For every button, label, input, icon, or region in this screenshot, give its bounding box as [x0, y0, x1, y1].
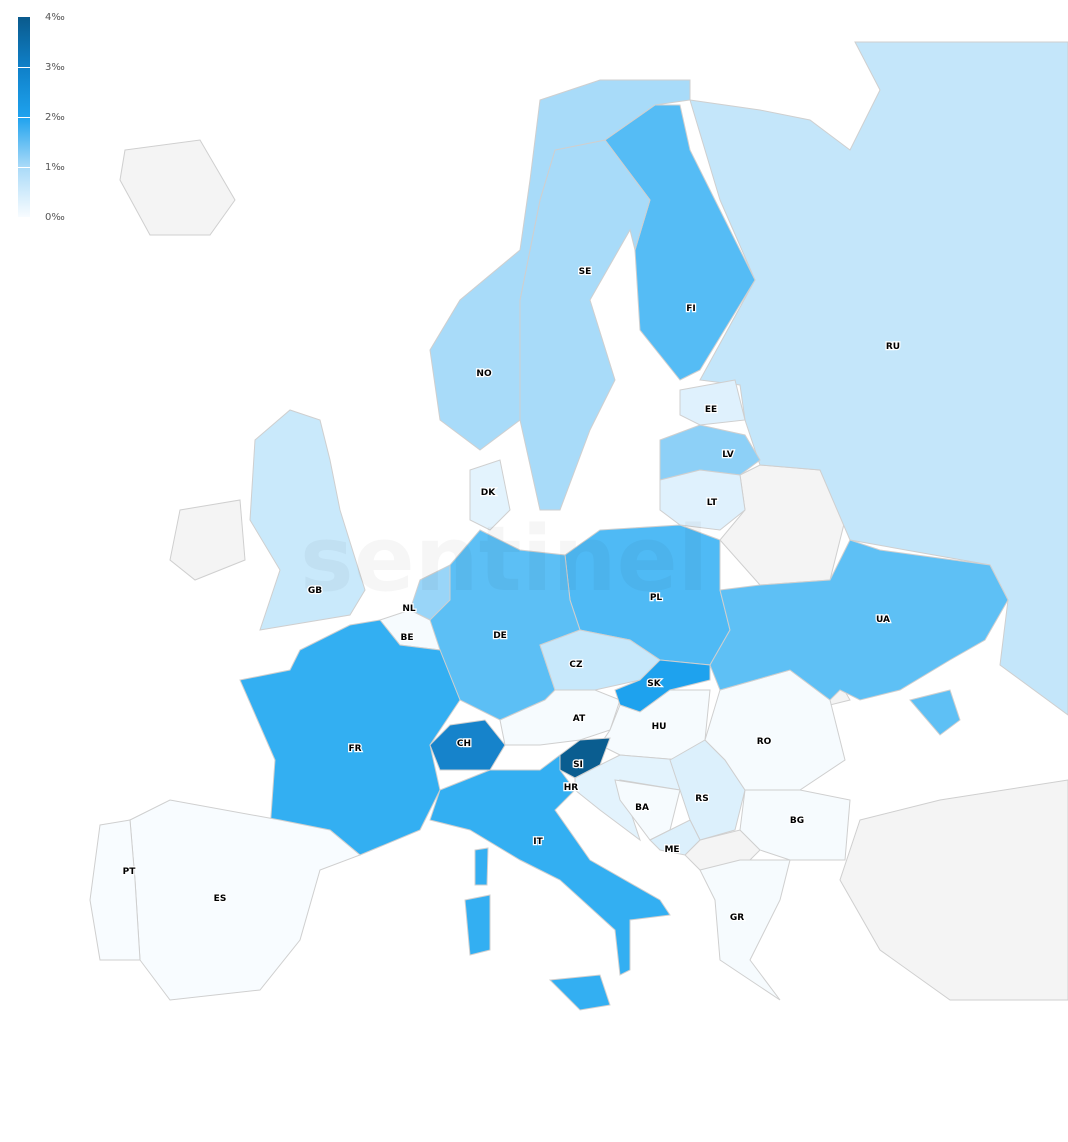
country-label-GR: GR	[730, 913, 744, 923]
country-GR[interactable]	[699, 859, 791, 1001]
legend-label: 4‰	[45, 12, 65, 23]
country-label-HU: HU	[652, 722, 667, 732]
country-label-GB: GB	[308, 586, 322, 596]
country-IT[interactable]	[548, 974, 611, 1011]
country-UA[interactable]	[709, 539, 1009, 701]
country-label-NO: NO	[476, 369, 492, 379]
country-BG[interactable]	[739, 789, 851, 861]
country-label-SE: SE	[579, 267, 592, 277]
country-label-HR: HR	[564, 783, 579, 793]
legend-label: 1‰	[45, 162, 65, 173]
country-label-DK: DK	[481, 488, 496, 498]
country-label-EE: EE	[705, 405, 717, 415]
country-EE[interactable]	[679, 379, 746, 426]
country-label-PT: PT	[123, 867, 137, 877]
country-TR	[839, 779, 1068, 1001]
country-ES[interactable]	[129, 799, 361, 1001]
country-AT[interactable]	[499, 689, 621, 746]
country-label-PL: PL	[650, 593, 663, 603]
watermark-logo: sentinel	[300, 507, 709, 612]
country-ME[interactable]	[649, 819, 701, 856]
country-label-UA: UA	[876, 615, 890, 625]
country-label-RU: RU	[886, 342, 900, 352]
country-UA[interactable]	[909, 689, 961, 736]
country-IT[interactable]	[464, 894, 491, 956]
country-label-CZ: CZ	[569, 660, 583, 670]
country-label-ME: ME	[664, 845, 679, 855]
country-label-RS: RS	[695, 794, 708, 804]
country-label-CH: CH	[457, 739, 471, 749]
country-label-BE: BE	[400, 633, 413, 643]
country-GB[interactable]	[249, 409, 366, 631]
country-NL[interactable]	[409, 564, 451, 621]
legend-label: 3‰	[45, 62, 65, 73]
country-IS	[119, 139, 236, 236]
legend-label: 0‰	[45, 212, 65, 223]
country-label-DE: DE	[493, 631, 507, 641]
country-label-IT: IT	[533, 837, 543, 847]
country-IE	[169, 499, 246, 581]
country-IT[interactable]	[429, 754, 671, 976]
country-RU[interactable]	[689, 41, 1068, 716]
country-DK[interactable]	[469, 459, 511, 531]
country-label-FR: FR	[348, 744, 361, 754]
country-label-FI: FI	[686, 304, 696, 314]
country-label-LT: LT	[707, 498, 718, 508]
country-IT[interactable]	[474, 847, 489, 886]
country-FR[interactable]	[239, 619, 461, 856]
country-label-RO: RO	[757, 737, 772, 747]
country-NO[interactable]	[429, 79, 691, 451]
country-label-NL: NL	[402, 604, 416, 614]
country-HU[interactable]	[599, 689, 711, 761]
country-label-LV: LV	[722, 450, 733, 460]
country-label-BA: BA	[635, 803, 649, 813]
country-PT[interactable]	[89, 819, 141, 961]
legend-label: 2‰	[45, 112, 65, 123]
country-label-ES: ES	[214, 894, 227, 904]
country-LT[interactable]	[659, 469, 746, 531]
country-label-BG: BG	[790, 816, 804, 826]
country-label-AT: AT	[573, 714, 586, 724]
country-label-SI: SI	[573, 760, 583, 770]
color-legend: 4‰ 3‰ 2‰ 1‰ 0‰	[18, 13, 98, 223]
country-label-SK: SK	[647, 679, 661, 689]
